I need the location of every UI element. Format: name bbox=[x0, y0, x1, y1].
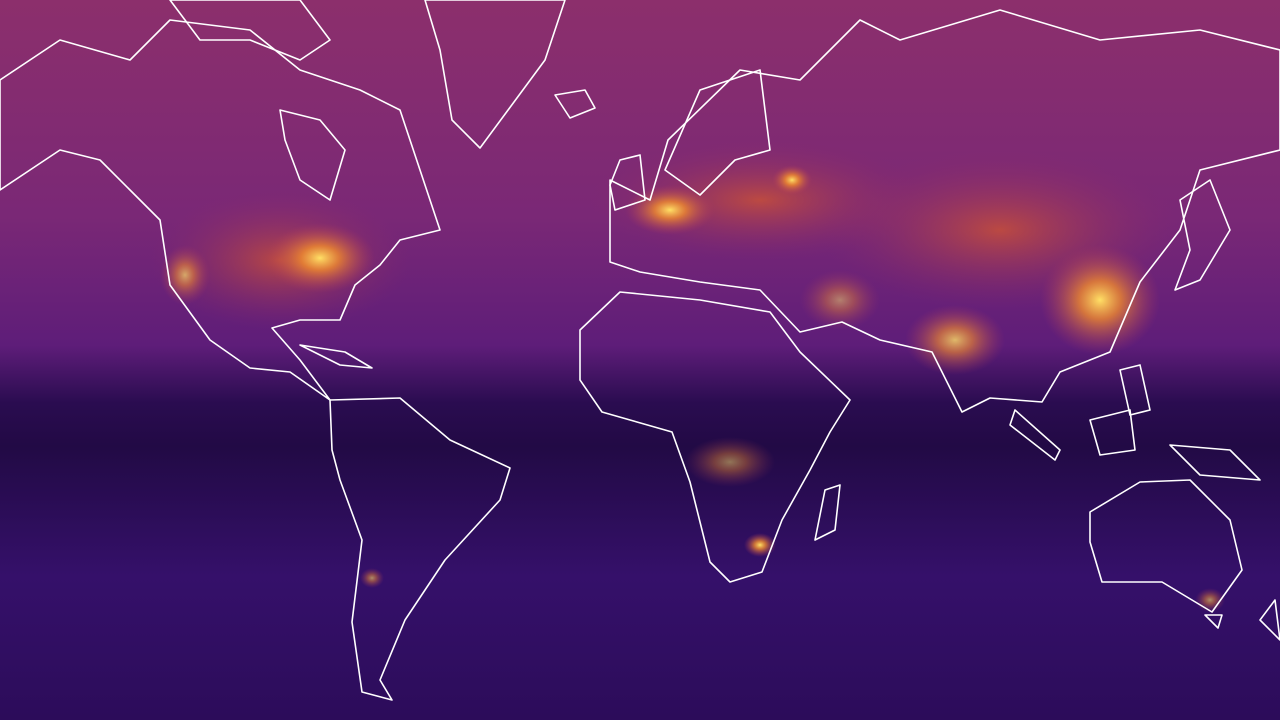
hotspot-california bbox=[160, 245, 210, 305]
coast-cuba bbox=[299, 344, 373, 369]
coast-borneo bbox=[1089, 409, 1136, 456]
hotspot-buenos-aires bbox=[360, 568, 384, 588]
hotspot-eastern-china bbox=[1040, 245, 1160, 355]
coast-tasmania bbox=[1204, 614, 1223, 629]
hotspot-eastern-us bbox=[265, 223, 375, 293]
coast-arctic-islands bbox=[169, 0, 331, 61]
coast-south-america bbox=[329, 397, 511, 701]
coast-philippines bbox=[1119, 364, 1151, 416]
coast-japan bbox=[1174, 179, 1231, 291]
coast-indonesia-sumatra bbox=[1009, 409, 1061, 461]
coast-new-guinea bbox=[1169, 444, 1261, 481]
coast-australia bbox=[1089, 479, 1243, 613]
hotspot-india bbox=[905, 305, 1005, 375]
coast-greenland bbox=[424, 0, 566, 149]
coast-iceland bbox=[554, 89, 596, 119]
hotspot-johannesburg bbox=[744, 533, 776, 557]
coast-eurasia bbox=[609, 9, 1280, 413]
coast-britain bbox=[609, 154, 646, 211]
hotspots bbox=[150, 140, 1225, 612]
coast-madagascar bbox=[814, 484, 841, 541]
hotspot-moscow bbox=[772, 165, 812, 195]
hotspot-central-africa bbox=[685, 437, 775, 487]
coastlines bbox=[0, 0, 1280, 701]
coast-scandinavia bbox=[664, 69, 771, 196]
coast-new-zealand bbox=[1259, 599, 1280, 641]
coast-africa bbox=[579, 291, 851, 583]
hotspot-middle-east bbox=[800, 270, 880, 330]
coast-hudson-islands bbox=[279, 109, 346, 201]
hotspot-western-europe bbox=[625, 185, 715, 235]
